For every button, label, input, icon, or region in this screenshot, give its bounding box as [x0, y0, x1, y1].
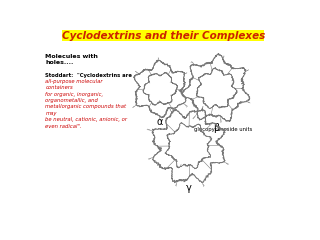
Text: Cyclodextrins and their Complexes: Cyclodextrins and their Complexes	[62, 31, 265, 41]
Polygon shape	[181, 54, 250, 122]
Text: glucopyranoside units: glucopyranoside units	[194, 127, 252, 132]
Polygon shape	[171, 128, 206, 163]
Polygon shape	[152, 108, 225, 183]
Polygon shape	[147, 76, 173, 102]
Text: all-purpose molecular
containers
for organic, inorganic,
organometallic, and
met: all-purpose molecular containers for org…	[45, 79, 127, 129]
Text: α: α	[157, 117, 163, 127]
Text: Molecules with
holes....: Molecules with holes....	[45, 54, 98, 66]
Polygon shape	[133, 60, 186, 118]
Text: β: β	[213, 123, 220, 133]
Text: Stoddart:  "Cyclodextrins are: Stoddart: "Cyclodextrins are	[45, 73, 132, 78]
Text: γ: γ	[186, 183, 192, 193]
FancyBboxPatch shape	[62, 30, 264, 41]
Polygon shape	[201, 73, 232, 105]
